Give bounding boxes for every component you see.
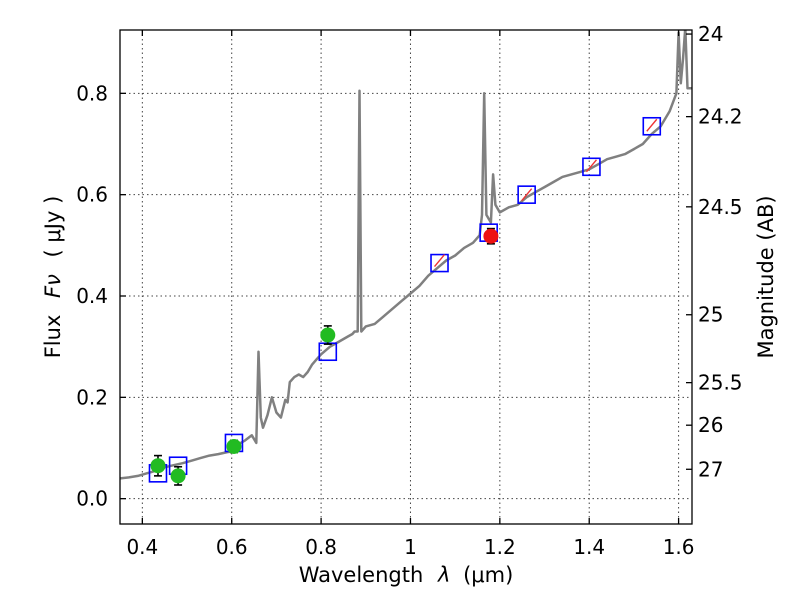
y-tick-label: 0.8 — [76, 81, 108, 105]
upper-limit-mark — [521, 188, 533, 202]
y-tick-label: 0.0 — [76, 487, 108, 511]
x-axis-label: Wavelength λ (μm) — [299, 563, 514, 587]
y-axis-label-unit: ( μJy ) — [41, 196, 65, 258]
upper-limit-mark — [585, 159, 597, 173]
right-tick-label: 24 — [698, 22, 723, 46]
right-tick-label: 24.2 — [698, 105, 743, 129]
y-axis-label: Flux Fν ( μJy ) — [41, 196, 65, 359]
upper-limit-mark — [433, 254, 446, 267]
y-axis-label-text: Flux — [41, 315, 65, 359]
observed-photometry-layer — [150, 227, 499, 486]
x-axis-label-text: Wavelength — [299, 563, 424, 587]
x-tick-label: 0.6 — [216, 535, 248, 559]
upper-limit-layer — [433, 118, 658, 267]
x-axis-label-unit: (μm) — [463, 563, 513, 587]
x-tick-label: 1 — [404, 535, 417, 559]
right-tick-label: 25 — [698, 303, 723, 327]
spectrum-layer — [120, 30, 692, 480]
upper-limit-mark — [646, 118, 658, 132]
right-tick-label: 24.5 — [698, 195, 743, 219]
x-tick-label: 1.6 — [663, 535, 695, 559]
y-tick-label: 0.2 — [76, 385, 108, 409]
right-tick-label: 26 — [698, 413, 723, 437]
green-photometry-point — [320, 327, 336, 343]
x-tick-label: 0.8 — [305, 535, 337, 559]
green-photometry-point — [150, 458, 166, 474]
y-tick-label: 0.6 — [76, 183, 108, 207]
y-tick-label: 0.4 — [76, 284, 108, 308]
spectrum-line — [120, 30, 692, 480]
plot-frame — [119, 29, 693, 525]
green-photometry-point — [226, 438, 242, 454]
model-photometry-square — [517, 185, 536, 204]
x-tick-label: 0.4 — [126, 535, 158, 559]
x-tick-label: 1.2 — [484, 535, 516, 559]
right-tick-label: 25.5 — [698, 371, 743, 395]
green-photometry-point — [170, 468, 186, 484]
right-axis-label: Magnitude (AB) — [754, 195, 778, 358]
model-photometry-square — [642, 116, 662, 136]
red-photometry-point — [483, 228, 499, 244]
axis-ticks: 0.4 0.6 0.8 1 1.2 1.4 1.6 0.0 0.2 0.4 0.6 0.8 24 24.2… — [76, 22, 742, 559]
right-tick-label: 27 — [698, 457, 723, 481]
x-axis-label-symbol: λ — [437, 563, 450, 587]
model-photometry-square — [582, 157, 601, 177]
y-axis-label-symbol: Fν — [41, 274, 65, 298]
model-photometry-square — [430, 253, 449, 273]
x-tick-label: 1.4 — [573, 535, 605, 559]
grid-lines — [120, 30, 692, 524]
